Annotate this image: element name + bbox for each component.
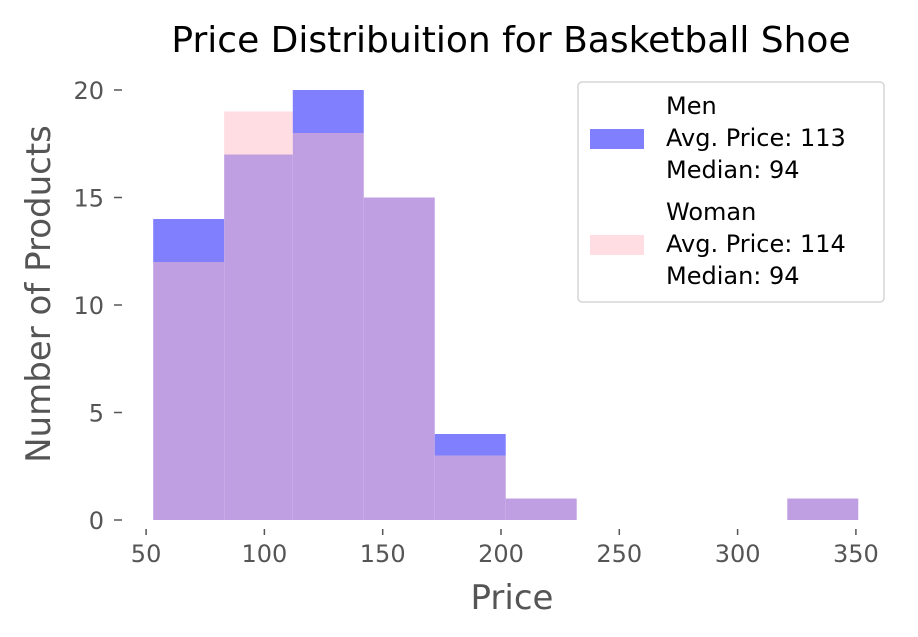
chart-title: Price Distribuition for Basketball Shoe — [171, 20, 850, 61]
histogram-bar-men — [434, 434, 506, 456]
x-tick-label: 50 — [131, 540, 162, 568]
histogram-bar-overlap — [363, 197, 435, 520]
histogram-bars — [153, 90, 859, 520]
histogram-bar-overlap — [292, 133, 364, 520]
legend-swatch-woman — [590, 235, 644, 255]
y-tick-label: 10 — [73, 292, 104, 320]
histogram-bar-woman — [224, 111, 293, 155]
histogram-bar-overlap — [224, 154, 293, 520]
y-axis-label: Number of Products — [19, 125, 59, 463]
x-tick-label: 100 — [241, 540, 287, 568]
legend-label-woman-name: Woman — [666, 198, 756, 226]
y-tick-label: 0 — [89, 507, 104, 535]
histogram-bar-men — [292, 90, 364, 133]
histogram-bar-overlap — [505, 498, 577, 520]
y-tick-label: 15 — [73, 185, 104, 213]
x-tick-label: 200 — [478, 540, 524, 568]
y-tick-label: 20 — [73, 77, 104, 105]
histogram-bar-overlap — [787, 498, 859, 520]
histogram-bar-men — [153, 219, 225, 262]
x-tick-label: 150 — [360, 540, 406, 568]
histogram-bar-overlap — [153, 262, 225, 520]
legend: Men Avg. Price: 113 Median: 94 Woman Avg… — [577, 81, 885, 303]
legend-label-men-name: Men — [666, 92, 717, 120]
legend-frame — [577, 81, 885, 303]
legend-label-woman-avg: Avg. Price: 114 — [666, 230, 846, 258]
legend-swatch-men — [590, 129, 644, 149]
x-tick-label: 350 — [833, 540, 879, 568]
x-axis-ticks: 50 100 150 200 250 300 350 — [131, 529, 879, 568]
y-tick-label: 5 — [89, 400, 104, 428]
x-tick-label: 250 — [596, 540, 642, 568]
x-axis-label: Price — [471, 578, 554, 618]
x-tick-label: 300 — [715, 540, 761, 568]
legend-label-men-avg: Avg. Price: 113 — [666, 124, 846, 152]
legend-label-woman-median: Median: 94 — [666, 262, 800, 290]
histogram-bar-overlap — [434, 455, 506, 520]
legend-label-men-median: Median: 94 — [666, 156, 800, 184]
y-axis-ticks: 0 5 10 15 20 — [73, 77, 122, 535]
